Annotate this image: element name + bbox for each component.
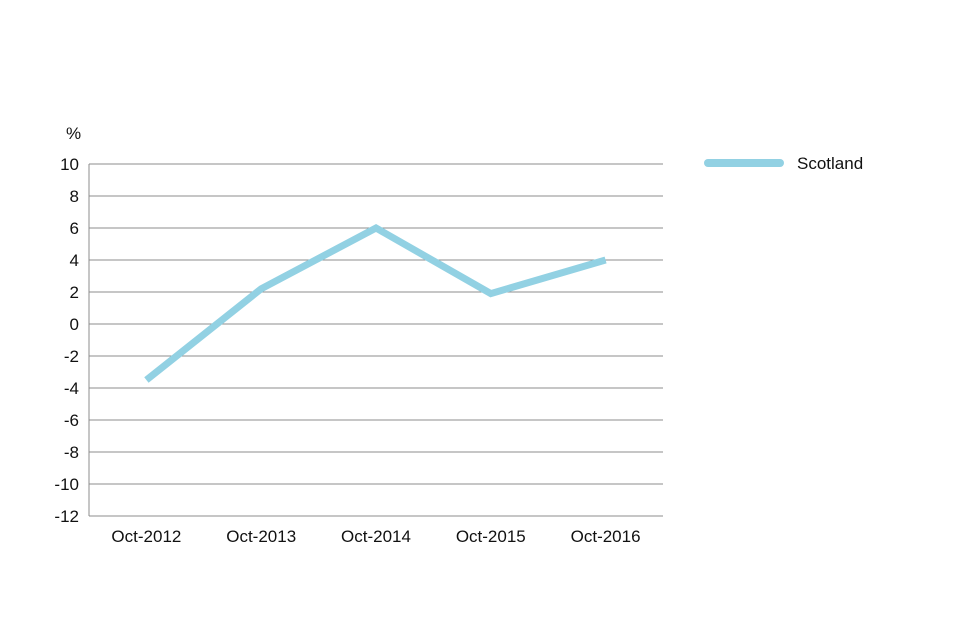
x-tick-label-3: Oct-2015	[456, 527, 526, 546]
x-tick-label-4: Oct-2016	[571, 527, 641, 546]
grid-lines	[89, 163, 663, 517]
x-tick-label-1: Oct-2013	[226, 527, 296, 546]
y-tick-label-3: 4	[70, 251, 79, 270]
y-tick-label-0: 10	[60, 155, 79, 174]
y-axis-unit-label: %	[66, 124, 81, 143]
x-tick-label-2: Oct-2014	[341, 527, 411, 546]
y-tick-label-4: 2	[70, 283, 79, 302]
y-tick-label-10: -10	[54, 475, 79, 494]
y-tick-label-11: -12	[54, 507, 79, 526]
y-tick-label-9: -8	[64, 443, 79, 462]
legend: Scotland	[704, 154, 863, 173]
y-tick-labels: 10 8 6 4 2 0 -2 -4 -6 -8 -10 -12	[54, 155, 79, 526]
y-tick-label-2: 6	[70, 219, 79, 238]
y-tick-label-1: 8	[70, 187, 79, 206]
y-tick-label-5: 0	[70, 315, 79, 334]
y-tick-label-8: -6	[64, 411, 79, 430]
series-lines	[144, 224, 607, 383]
y-tick-label-7: -4	[64, 379, 79, 398]
series-line-0	[144, 224, 607, 383]
legend-label-0: Scotland	[797, 154, 863, 173]
x-tick-label-0: Oct-2012	[111, 527, 181, 546]
y-tick-label-6: -2	[64, 347, 79, 366]
x-tick-labels: Oct-2012 Oct-2013 Oct-2014 Oct-2015 Oct-2016	[111, 527, 640, 546]
